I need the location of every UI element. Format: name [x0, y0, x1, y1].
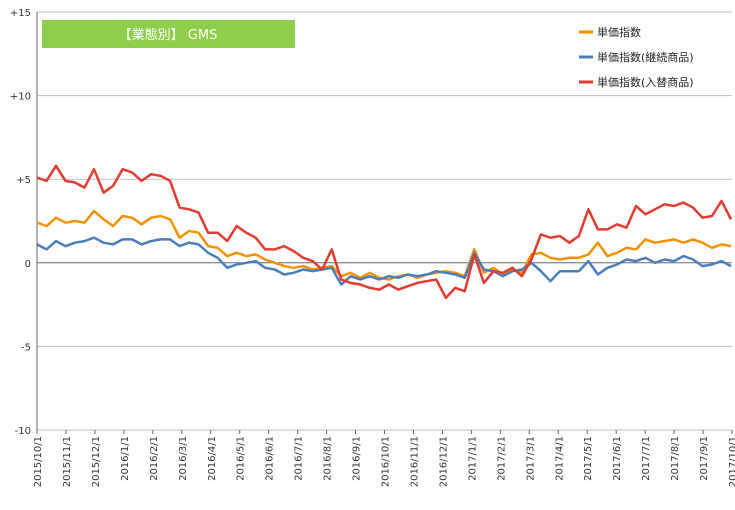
x-tick-label: 2017/7/1: [641, 436, 652, 481]
x-tick-label: 2016/2/1: [149, 436, 160, 481]
legend-item-unit-price-index: 単価指数: [579, 25, 641, 39]
x-tick-label: 2016/8/1: [323, 436, 334, 481]
x-tick-labels: 2015/10/1 2015/11/1 2015/12/1 2016/1/1 2016/…: [33, 430, 735, 487]
y-tick-label: +5: [16, 175, 31, 186]
legend-item-continuing-products: 単価指数(継続商品): [579, 50, 694, 64]
x-tick-label: 2016/3/1: [178, 436, 189, 481]
series-line-replaced-products: [36, 164, 733, 300]
legend: 単価指数 単価指数(継続商品) 単価指数(入替商品): [579, 25, 694, 89]
x-tick-label: 2016/1/1: [120, 436, 131, 481]
y-tick-label: -5: [21, 342, 31, 353]
legend-label-replaced-products: 単価指数(入替商品): [597, 75, 694, 89]
chart-title-background: [42, 20, 295, 48]
x-tick-label: 2015/10/1: [33, 436, 44, 487]
grid-lines: [37, 11, 732, 431]
x-tick-label: 2015/11/1: [62, 436, 73, 487]
y-tick-label: +15: [10, 8, 31, 19]
x-tick-label: 2016/10/1: [381, 436, 392, 487]
x-tick-label: 2017/6/1: [612, 436, 623, 481]
x-tick-label: 2016/7/1: [294, 436, 305, 481]
legend-label-unit-price-index: 単価指数: [597, 25, 641, 39]
legend-label-continuing-products: 単価指数(継続商品): [597, 50, 694, 64]
x-tick-label: 2016/6/1: [265, 436, 276, 481]
legend-item-replaced-products: 単価指数(入替商品): [579, 75, 694, 89]
y-tick-label: 0: [25, 259, 31, 270]
x-tick-label: 2017/2/1: [496, 436, 507, 481]
x-tick-label: 2017/5/1: [583, 436, 594, 481]
x-tick-label: 2016/12/1: [438, 436, 449, 487]
x-tick-label: 2016/4/1: [207, 436, 218, 481]
x-tick-label: 2017/1/1: [467, 436, 478, 481]
y-tick-labels: -10 -5 0 +5 +10 +15: [10, 8, 31, 437]
x-tick-label: 2016/11/1: [409, 436, 420, 487]
chart-title-box: 【業態別】 GMS: [42, 20, 295, 48]
x-tick-label: 2017/10/1: [728, 436, 735, 487]
x-tick-label: 2016/9/1: [352, 436, 363, 481]
y-tick-label: -10: [15, 426, 31, 437]
series-line-continuing-products: [36, 236, 732, 286]
series-lines: [36, 164, 733, 300]
x-tick-label: 2017/8/1: [670, 436, 681, 481]
x-tick-label: 2016/5/1: [236, 436, 247, 481]
chart-title: 【業態別】 GMS: [119, 27, 218, 43]
x-tick-label: 2017/9/1: [699, 436, 710, 481]
x-tick-label: 2015/12/1: [91, 436, 102, 487]
x-tick-label: 2017/3/1: [525, 436, 536, 481]
y-tick-label: +10: [10, 92, 31, 103]
x-tick-label: 2017/4/1: [554, 436, 565, 481]
